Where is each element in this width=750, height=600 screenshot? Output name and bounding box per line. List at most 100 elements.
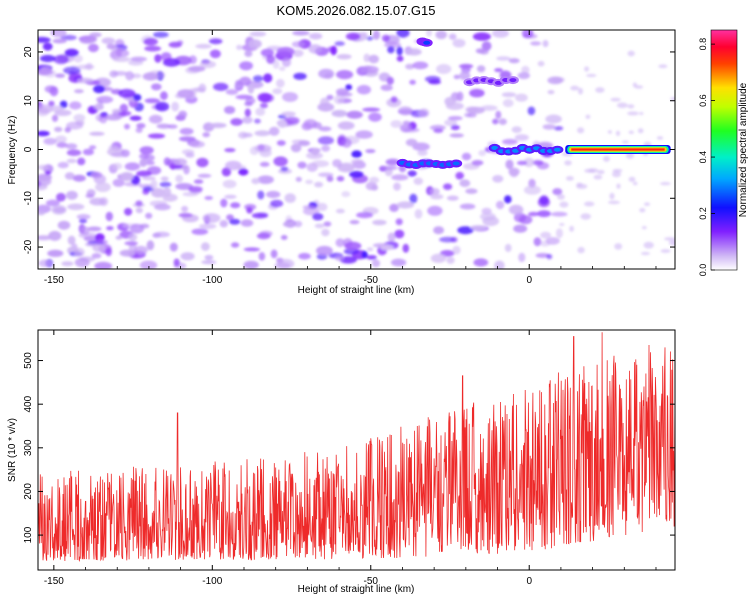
spectrogram-blob: [317, 102, 335, 112]
spectrogram-blob: [169, 242, 178, 252]
spectrogram-blob: [279, 66, 286, 71]
spectrogram-blob: [90, 36, 98, 43]
spectrogram-blob: [229, 218, 241, 225]
spectrogram-blob: [80, 226, 90, 236]
spectrogram-blob: [593, 174, 603, 180]
spectrogram-blob: [66, 121, 84, 130]
spectrogram-blob: [479, 212, 496, 221]
spectrogram-blob: [380, 84, 393, 91]
spectrogram-blob: [209, 122, 227, 128]
spectrogram-blob: [333, 95, 345, 105]
spectrogram-blob: [351, 150, 362, 158]
spectrogram-blob: [219, 220, 228, 228]
spectrogram-blob: [584, 168, 595, 173]
spectrogram-blob: [539, 195, 549, 206]
spectrogram-blob: [369, 176, 380, 184]
colorbar: 0.0 0.2 0.4 0.6 0.8 Normalized spectral ampl…: [698, 29, 749, 276]
spectrogram-blob: [409, 193, 418, 204]
spectrogram-blob: [76, 214, 91, 220]
spectrogram-blob: [461, 152, 472, 161]
spectrogram-blob: [545, 114, 562, 124]
spectrogram-blob: [273, 156, 288, 167]
spectrogram-blob: [254, 130, 271, 137]
spectrogram-blob: [293, 72, 307, 80]
spectrogram-blob: [248, 39, 262, 49]
spectrogram-blob: [331, 109, 348, 118]
spectrogram-blob: [668, 240, 675, 246]
spectrogram-blob: [74, 89, 84, 94]
spectrogram-blob: [64, 48, 79, 57]
x-tick-label: -100: [202, 275, 222, 286]
spectrogram-blob: [556, 193, 565, 200]
spectrogram-blob: [372, 219, 387, 226]
spectrogram-blob: [502, 99, 514, 108]
spectrogram-blob: [238, 168, 249, 176]
spectrogram-blob: [162, 193, 178, 202]
spectrogram-blob: [143, 154, 155, 162]
spectrogram-blob: [105, 211, 114, 222]
spectrogram-blob: [226, 214, 234, 221]
spectrogram-blob: [412, 142, 430, 151]
spectrogram-blob: [433, 226, 445, 235]
x-tick-label: 0: [526, 576, 532, 587]
spectrogram-blob: [371, 184, 378, 191]
spectrogram-blob: [616, 102, 628, 109]
spectrogram-blob: [390, 120, 403, 128]
colorbar-tick-label: 0.2: [698, 207, 708, 220]
spectrogram-blob: [309, 32, 323, 40]
spectrogram-blob: [349, 220, 360, 225]
spectrogram-blob: [366, 255, 377, 260]
spectrogram-blob: [283, 116, 300, 125]
spectrogram-blob: [136, 123, 146, 129]
spectrogram-blob: [396, 55, 404, 62]
spectrogram-blob: [478, 150, 487, 157]
spectrogram-blob: [38, 130, 50, 137]
spectrogram-blob: [446, 256, 455, 264]
spectrogram-blob: [243, 247, 261, 252]
spectrogram-blob: [546, 254, 553, 260]
spectrogram-blob: [413, 177, 424, 185]
spectrogram-blob: [559, 223, 565, 226]
spectrogram-blob: [245, 97, 256, 105]
spectrogram-blob: [469, 88, 485, 98]
spectrogram-blob: [185, 152, 195, 158]
spectrogram-blob: [616, 183, 621, 189]
spectrogram-blob: [130, 56, 147, 62]
spectrogram-blob: [361, 65, 379, 74]
spectrogram-blob: [448, 116, 463, 121]
spectrogram-blob: [256, 232, 271, 240]
spectrogram-blob: [57, 161, 69, 169]
spectrogram-blob: [336, 70, 354, 80]
spectrogram-blob: [160, 176, 169, 182]
spectrogram-blob: [452, 38, 466, 48]
x-tick-label: -50: [364, 275, 379, 286]
spectrogram-blob: [45, 199, 60, 207]
spectrogram-blob: [177, 89, 195, 99]
y-tick-label: 100: [23, 526, 34, 543]
spectrogram-blob: [144, 98, 160, 104]
spectrogram-blob: [537, 210, 551, 218]
spectrogram-blob: [311, 160, 330, 168]
spectrogram-blob: [53, 54, 69, 65]
x-tick-label: -150: [44, 275, 64, 286]
spectrogram-blob: [509, 168, 519, 178]
snr-series-line: [38, 332, 675, 562]
spectrogram-blob: [330, 45, 338, 56]
spectrogram-blob: [355, 130, 373, 139]
spectrogram-blob: [112, 178, 125, 187]
spectrogram-blob: [94, 77, 112, 88]
spectrogram-x-ticks: -150 -100 -50 0: [44, 30, 657, 286]
spectrogram-trace: [396, 37, 671, 169]
spectrogram-blob: [302, 205, 317, 210]
spectrogram-blob: [246, 207, 253, 214]
spectrogram-blob: [188, 65, 206, 72]
spectrogram-blob: [116, 47, 123, 56]
spectrogram-blob: [435, 30, 448, 40]
spectrogram-blob: [429, 188, 440, 195]
spectrogram-blob: [412, 61, 429, 70]
spectrogram-blob: [204, 254, 214, 261]
spectrogram-blob: [242, 116, 253, 124]
spectrogram-blob: [386, 76, 394, 85]
spectrogram-blob: [670, 97, 675, 101]
spectrogram-blob: [153, 231, 170, 238]
